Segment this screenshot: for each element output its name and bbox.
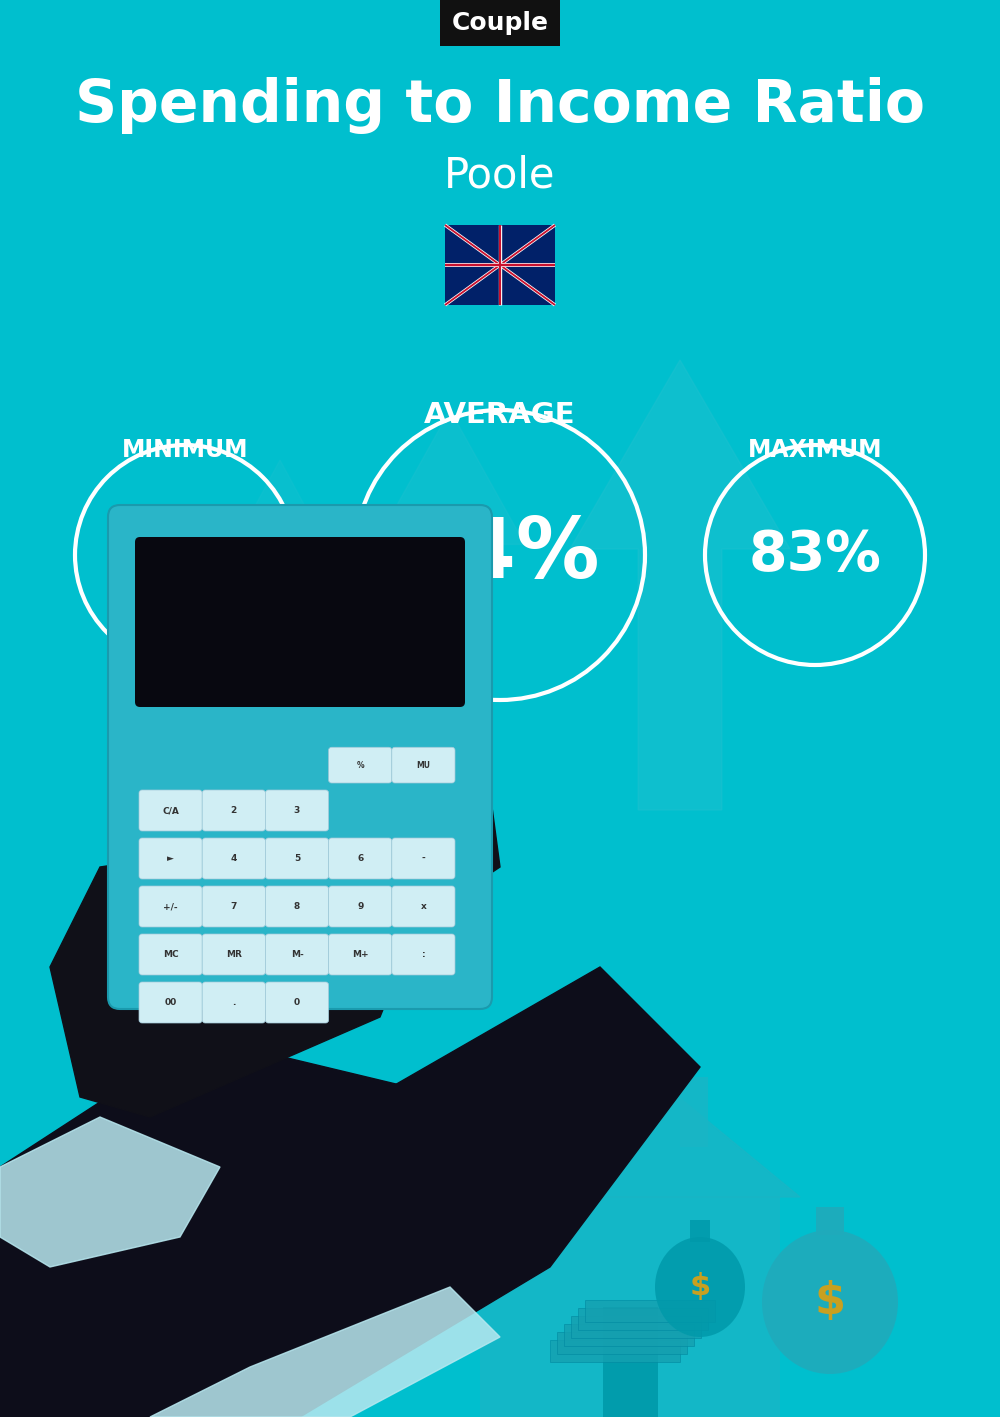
FancyBboxPatch shape [265,982,329,1023]
Text: :: : [422,949,425,959]
Polygon shape [0,1037,450,1417]
FancyBboxPatch shape [392,837,455,879]
Text: 00: 00 [164,998,177,1007]
Text: x: x [421,903,426,911]
Text: 7: 7 [231,903,237,911]
Text: MAXIMUM: MAXIMUM [748,438,882,462]
FancyBboxPatch shape [392,747,455,784]
FancyBboxPatch shape [139,791,202,830]
Text: $: $ [815,1281,846,1323]
Bar [578,1308,708,1331]
Polygon shape [230,461,330,680]
FancyBboxPatch shape [329,886,392,927]
FancyBboxPatch shape [202,886,265,927]
FancyBboxPatch shape [392,934,455,975]
Text: -: - [422,854,425,863]
FancyBboxPatch shape [265,791,329,830]
FancyBboxPatch shape [202,982,265,1023]
Polygon shape [460,1057,800,1197]
Text: Couple: Couple [452,11,548,35]
Polygon shape [200,667,500,966]
FancyBboxPatch shape [445,225,555,305]
FancyBboxPatch shape [202,837,265,879]
Text: MU: MU [416,761,430,769]
Bar [550,1340,680,1362]
Text: 74%: 74% [400,514,600,595]
Text: ►: ► [167,854,174,863]
Text: 83%: 83% [749,529,881,582]
Text: MC: MC [163,949,178,959]
Ellipse shape [655,1237,745,1338]
Bar [557,1332,687,1355]
Ellipse shape [762,1230,898,1374]
Text: M-: M- [291,949,303,959]
Text: 9: 9 [357,903,363,911]
Text: $: $ [689,1272,711,1301]
Polygon shape [570,360,790,811]
FancyBboxPatch shape [329,934,392,975]
FancyBboxPatch shape [329,747,392,784]
Text: MR: MR [226,949,242,959]
Polygon shape [50,966,700,1417]
FancyBboxPatch shape [108,504,492,1009]
Bar [585,1299,715,1322]
FancyBboxPatch shape [139,934,202,975]
Text: AVERAGE: AVERAGE [424,401,576,429]
Text: M+: M+ [352,949,369,959]
Bar [480,1197,780,1417]
Text: Spending to Income Ratio: Spending to Income Ratio [75,77,925,133]
Text: Poole: Poole [444,154,556,196]
Polygon shape [0,1117,220,1267]
Polygon shape [375,410,525,730]
Text: +/-: +/- [163,903,178,911]
FancyBboxPatch shape [139,886,202,927]
Text: %: % [356,761,364,769]
Text: 2: 2 [231,806,237,815]
FancyBboxPatch shape [139,837,202,879]
FancyBboxPatch shape [265,886,329,927]
FancyBboxPatch shape [392,886,455,927]
Bar [602,1306,658,1417]
FancyBboxPatch shape [265,837,329,879]
Bar [564,1323,694,1346]
Text: 4: 4 [231,854,237,863]
Text: 0: 0 [294,998,300,1007]
FancyBboxPatch shape [139,982,202,1023]
Text: 8: 8 [294,903,300,911]
FancyBboxPatch shape [202,934,265,975]
Text: C/A: C/A [162,806,179,815]
FancyBboxPatch shape [329,837,392,879]
Text: 3: 3 [294,806,300,815]
FancyBboxPatch shape [135,537,465,707]
Text: MINIMUM: MINIMUM [122,438,248,462]
Bar [690,1220,710,1241]
Bar [816,1207,844,1236]
Text: 5: 5 [294,854,300,863]
Polygon shape [150,1287,500,1417]
Bar [571,1316,701,1338]
FancyBboxPatch shape [202,791,265,830]
FancyBboxPatch shape [265,934,329,975]
Polygon shape [50,837,420,1117]
Text: .: . [232,998,235,1007]
Text: 6: 6 [357,854,363,863]
Text: 66%: 66% [118,529,252,582]
Bar [680,1077,708,1146]
